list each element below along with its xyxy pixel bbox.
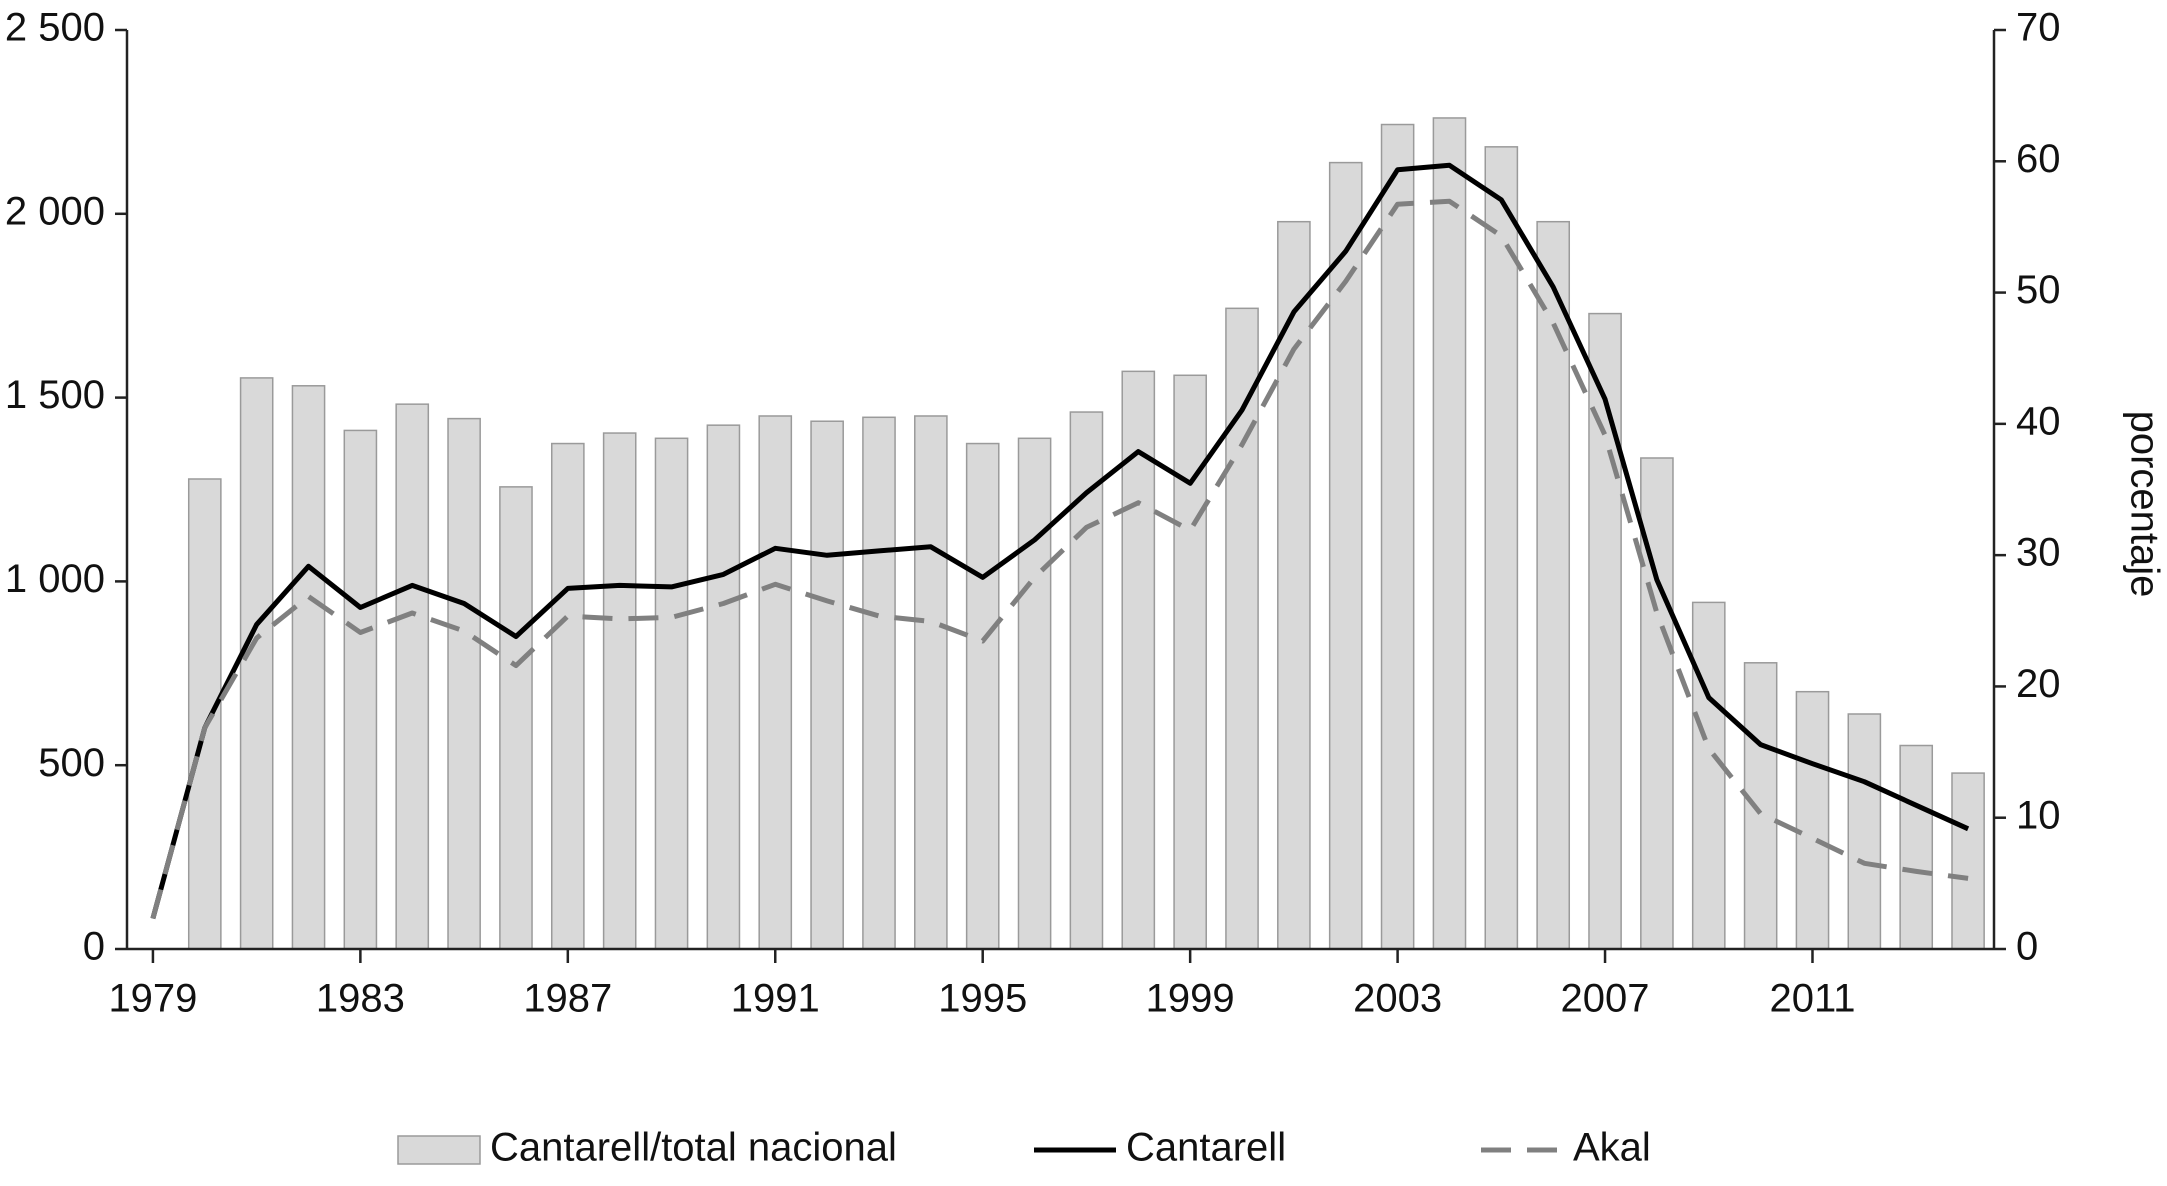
bar [187, 478, 222, 950]
bar [1017, 437, 1052, 950]
y2-tick-label: 10 [2016, 793, 2061, 837]
legend-swatch [397, 1135, 481, 1165]
y-tick-label: 0 [83, 925, 105, 969]
bar [1225, 307, 1259, 950]
y-tick-label: 500 [38, 741, 105, 785]
y-tick-label: 1 500 [5, 373, 105, 417]
bar [1380, 123, 1415, 950]
x-tick-label: 1983 [316, 977, 405, 1021]
bar [1173, 374, 1207, 950]
y2-axis-label: porcentaje [2122, 411, 2166, 598]
y-tick-label: 1 000 [5, 557, 105, 601]
bar [239, 377, 274, 950]
x-tick-label: 1991 [731, 977, 820, 1021]
x-tick-label: 1979 [108, 977, 197, 1021]
bar [810, 420, 844, 950]
bar [862, 416, 896, 950]
bar [395, 403, 430, 950]
x-tick-label: 2011 [1769, 977, 1855, 1021]
bar [965, 442, 1000, 950]
y-tick-label: 2 500 [5, 6, 105, 50]
bar [654, 437, 689, 950]
x-tick-label: 1995 [938, 977, 1027, 1021]
bar [602, 432, 637, 950]
bar [1432, 117, 1467, 950]
bar [447, 417, 481, 950]
bar [1743, 662, 1778, 950]
legend-label: Cantarell/total nacional [490, 1126, 897, 1170]
bar [1536, 220, 1571, 950]
bar [1847, 713, 1882, 950]
bar [1640, 457, 1674, 950]
legend-label: Akal [1573, 1126, 1651, 1170]
y2-tick-label: 60 [2016, 137, 2061, 181]
y2-tick-label: 70 [2016, 6, 2061, 50]
bar [758, 415, 793, 950]
x-tick-label: 1999 [1146, 977, 1235, 1021]
y2-tick-label: 50 [2016, 268, 2061, 312]
line-series [150, 162, 1970, 920]
bar [914, 415, 948, 950]
y2-tick-label: 20 [2016, 662, 2061, 706]
y2-tick-label: 30 [2016, 531, 2061, 575]
bar [291, 385, 326, 950]
x-tick-label: 2007 [1561, 977, 1650, 1021]
y-tick-label: 2 000 [5, 189, 105, 233]
x-tick-label: 1987 [523, 977, 612, 1021]
line-series [150, 198, 1969, 920]
bar [499, 486, 533, 950]
bar [1795, 690, 1830, 950]
bar [343, 429, 378, 950]
y2-tick-label: 0 [2016, 925, 2038, 969]
bar [1121, 370, 1156, 950]
bar [1899, 744, 1934, 950]
bar [1691, 601, 1726, 950]
bar [1484, 146, 1519, 950]
x-tick-label: 2003 [1353, 977, 1442, 1021]
bar [1328, 161, 1363, 950]
legend-label: Cantarell [1126, 1126, 1286, 1170]
y2-tick-label: 40 [2016, 399, 2061, 443]
bar [1951, 772, 1985, 950]
bar [706, 424, 741, 950]
bar [550, 442, 585, 950]
